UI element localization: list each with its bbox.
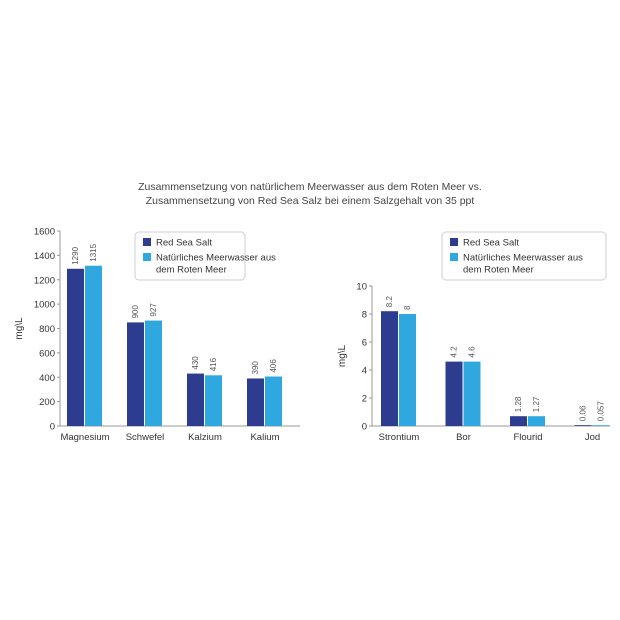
y-tick-label: 2: [362, 394, 367, 405]
x-tick-label: Schwefel: [126, 432, 165, 443]
x-tick-label: Kalzium: [188, 432, 222, 443]
y-axis-title: mg\L: [14, 317, 25, 340]
bar: [145, 320, 162, 426]
x-tick-label: Kalium: [250, 432, 279, 443]
data-label: 0.057: [597, 401, 606, 422]
legend-swatch: [450, 238, 458, 246]
legend-swatch: [143, 253, 151, 261]
x-tick-label: Strontium: [379, 432, 420, 443]
data-label: 900: [131, 305, 140, 319]
legend-label: Natürliches Meerwasser aus dem Roten Meer: [156, 253, 276, 276]
bar: [381, 311, 398, 426]
data-label: 0.06: [579, 405, 588, 421]
y-tick-label: 0: [50, 422, 55, 433]
data-label: 406: [269, 359, 278, 373]
bar: [187, 373, 204, 426]
bar: [463, 361, 481, 426]
data-label: 4.6: [468, 346, 477, 358]
bar: [127, 322, 144, 426]
y-tick-label: 800: [39, 324, 55, 335]
y-tick-label: 200: [39, 397, 55, 408]
y-tick-label: 0: [362, 422, 367, 433]
data-label: 416: [209, 357, 218, 371]
x-tick-label: Bor: [456, 432, 471, 443]
x-tick-label: Magnesium: [60, 432, 109, 443]
chart-title: Zusammensetzung von natürlichem Meerwass…: [0, 180, 620, 208]
y-tick-label: 1600: [34, 227, 55, 238]
data-label: 927: [149, 303, 158, 317]
legend-label: Red Sea Salt: [463, 238, 519, 249]
data-label: 4.2: [450, 346, 459, 358]
legend-box: [441, 231, 607, 281]
y-tick-label: 1200: [34, 275, 55, 286]
y-axis-title: mg\L: [337, 344, 348, 367]
legend-swatch: [450, 253, 458, 261]
data-label: 1.28: [514, 396, 523, 412]
data-label: 1315: [89, 243, 98, 261]
bar: [265, 376, 282, 426]
legend-label: Natürliches Meerwasser aus dem Roten Meer: [463, 253, 583, 276]
y-tick-label: 10: [356, 282, 367, 293]
data-label: 8: [403, 305, 412, 310]
data-label: 1290: [71, 246, 80, 264]
data-label: 8.2: [385, 296, 394, 308]
bar: [67, 268, 84, 426]
x-tick-label: Flourid: [513, 432, 542, 443]
y-tick-label: 4: [362, 366, 367, 377]
bar: [399, 314, 416, 426]
chart-title-line-1: Zusammensetzung von natürlichem Meerwass…: [138, 181, 482, 193]
bar: [205, 375, 222, 426]
bar: [592, 425, 610, 426]
bar: [510, 416, 527, 426]
x-tick-label: Jod: [585, 432, 600, 443]
data-label: 390: [251, 361, 260, 375]
y-tick-label: 400: [39, 373, 55, 384]
y-tick-label: 6: [362, 338, 367, 349]
y-tick-label: 1400: [34, 251, 55, 262]
bar: [85, 265, 102, 426]
bar: [528, 416, 545, 426]
bar: [247, 378, 264, 426]
legend-box: [134, 231, 246, 281]
bar: [574, 425, 592, 426]
chart-title-line-2: Zusammensetzung von Red Sea Salz bei ein…: [145, 195, 475, 207]
bar: [445, 361, 463, 426]
y-tick-label: 1000: [34, 300, 55, 311]
legend-swatch: [143, 238, 151, 246]
legend-label: Red Sea Salt: [156, 238, 212, 249]
data-label: 1.27: [532, 396, 541, 412]
y-tick-label: 8: [362, 310, 367, 321]
data-label: 430: [191, 356, 200, 370]
y-tick-label: 600: [39, 348, 55, 359]
